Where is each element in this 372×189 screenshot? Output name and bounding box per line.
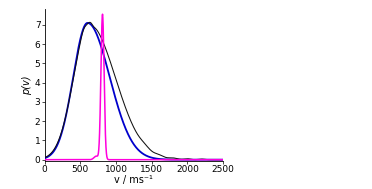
- X-axis label: v / ms⁻¹: v / ms⁻¹: [115, 175, 153, 185]
- Y-axis label: p(v): p(v): [22, 75, 32, 95]
